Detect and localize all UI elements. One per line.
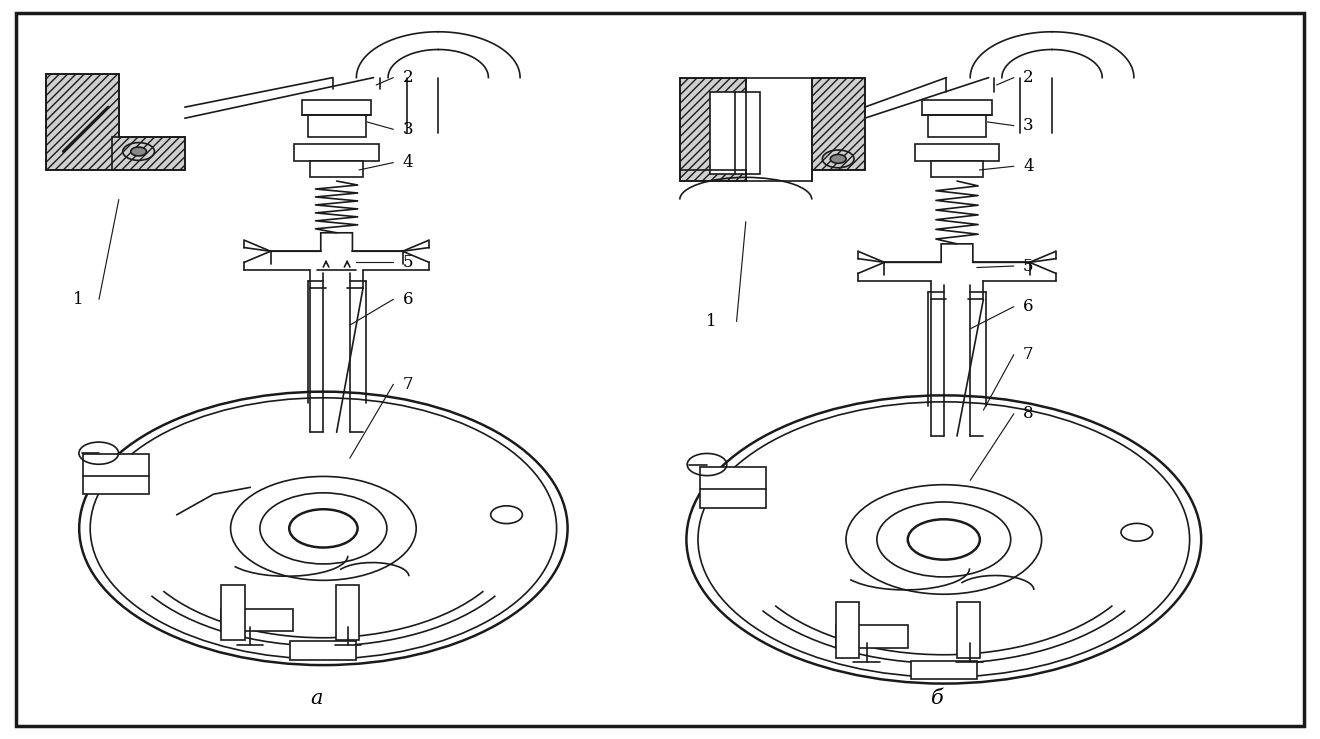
Bar: [911, 661, 977, 679]
Text: 5: 5: [403, 253, 413, 271]
Bar: [700, 467, 766, 508]
Text: 3: 3: [1023, 117, 1034, 134]
Bar: [836, 625, 908, 647]
Bar: [915, 144, 999, 161]
Text: 6: 6: [1023, 298, 1034, 316]
Circle shape: [131, 147, 147, 156]
Polygon shape: [680, 78, 746, 181]
Circle shape: [908, 520, 979, 559]
Text: 8: 8: [1023, 405, 1034, 423]
Bar: [836, 602, 859, 658]
Circle shape: [830, 154, 846, 163]
Bar: [220, 609, 293, 631]
Polygon shape: [812, 78, 865, 170]
Bar: [294, 144, 379, 161]
Text: 7: 7: [403, 375, 413, 393]
Text: б: б: [931, 689, 944, 708]
Polygon shape: [112, 137, 185, 170]
Text: 3: 3: [403, 120, 413, 138]
Circle shape: [289, 509, 358, 548]
Bar: [923, 100, 991, 115]
Text: а: а: [310, 689, 323, 708]
Text: 7: 7: [1023, 346, 1034, 364]
Text: 2: 2: [1023, 69, 1034, 86]
Text: 4: 4: [403, 154, 413, 171]
Text: 5: 5: [1023, 257, 1034, 275]
Text: 4: 4: [1023, 157, 1034, 175]
Bar: [931, 161, 983, 177]
Bar: [220, 585, 244, 641]
Bar: [710, 92, 760, 174]
Text: 1: 1: [73, 290, 83, 308]
Bar: [310, 161, 363, 177]
Polygon shape: [46, 74, 119, 170]
Bar: [83, 454, 149, 494]
Bar: [957, 602, 981, 658]
Text: 2: 2: [403, 69, 413, 86]
Text: 1: 1: [706, 313, 717, 330]
Text: 6: 6: [403, 290, 413, 308]
Bar: [335, 585, 359, 641]
Bar: [308, 115, 366, 137]
Bar: [928, 115, 986, 137]
Bar: [302, 100, 371, 115]
Bar: [290, 641, 356, 660]
